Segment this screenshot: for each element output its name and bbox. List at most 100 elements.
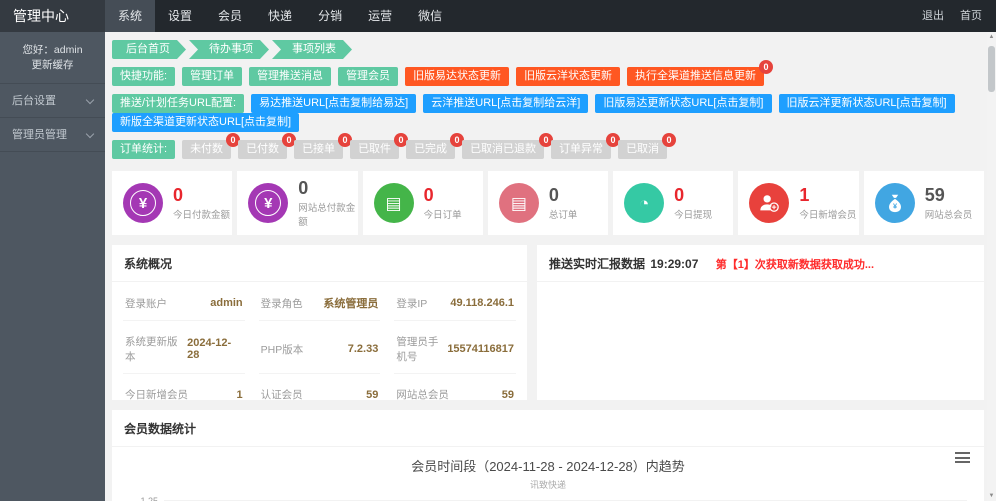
stat-card-text: 0 总订单: [549, 186, 578, 221]
action-button[interactable]: 执行全渠道推送信息更新 0: [627, 60, 774, 86]
system-cell-label: 登录账户: [125, 297, 167, 310]
system-cell: PHP版本 7.2.33: [258, 321, 381, 374]
yuan-circle-icon: ¥: [248, 183, 289, 223]
chevron-down-icon: [85, 95, 95, 105]
action-button[interactable]: 新版全渠道更新状态URL[点击复制]: [112, 113, 300, 132]
chart-title: 会员时间段（2024-11-28 - 2024-12-28）内趋势: [411, 459, 685, 474]
sidebar-item-管理员管理[interactable]: 管理员管理: [0, 118, 105, 152]
system-cell: 认证会员 59: [258, 374, 381, 412]
stat-card-text: 0 今日提现: [674, 186, 712, 221]
action-button[interactable]: 云洋推送URL[点击复制给云洋]: [423, 94, 589, 113]
header-right-links: 退出 首页: [906, 0, 996, 32]
system-cell-label: 今日新增会员: [125, 389, 188, 401]
count-badge: 0: [759, 60, 774, 74]
trend-chart-svg: 单位:人1.25-0.2511/2811/2911/3012/0112/0212…: [140, 496, 967, 501]
document-icon: ▤: [373, 183, 414, 223]
action-button[interactable]: 旧版易达更新状态URL[点击复制]: [595, 94, 772, 113]
chart-toolbox-icon[interactable]: [955, 452, 970, 466]
count-badge: 0: [226, 133, 241, 147]
stat-value: 1: [799, 184, 810, 205]
push-report-title: 推送实时汇报数据: [549, 257, 646, 271]
system-cell-value: admin: [210, 297, 243, 309]
system-cell: 今日新增会员 1: [123, 374, 245, 412]
nav-item-微信[interactable]: 微信: [418, 9, 443, 23]
top-header: 管理中心 系统 设置 会员 快递 分销 运营 微信 退出 首页: [0, 0, 996, 32]
count-badge: 0: [450, 133, 465, 147]
row-label-chip: 快捷功能:: [112, 67, 176, 86]
action-button[interactable]: 已接单 0: [294, 133, 353, 159]
pie-chart-icon: ◔: [624, 183, 665, 223]
quick-action-rows: 快捷功能: 管理订单 管理推送消息 管理会员 旧版易达状态更新 旧版云洋状态更新 执行全渠道…: [112, 60, 984, 159]
count-badge: 0: [539, 133, 554, 147]
action-button[interactable]: 管理会员: [338, 67, 399, 86]
system-cell: 管理员手机号 15574116817: [394, 321, 516, 374]
stat-value: 59: [924, 184, 945, 205]
action-button[interactable]: 已取消 0: [618, 133, 677, 159]
push-report-header: 推送实时汇报数据 19:29:07 第【1】次获取新数据获取成功...: [537, 245, 984, 282]
nav-item-会员[interactable]: 会员: [218, 9, 243, 23]
action-button[interactable]: 旧版云洋状态更新: [516, 67, 621, 86]
nav-item-分销[interactable]: 分销: [318, 9, 343, 23]
stat-card-text: 0 今日付款金额: [173, 186, 230, 221]
action-button[interactable]: 易达推送URL[点击复制给易达]: [251, 94, 417, 113]
row-label-chip: 订单统计:: [112, 140, 176, 159]
push-report-message: 第【1】次获取新数据获取成功...: [715, 259, 875, 271]
system-cell-value: 49.118.246.1: [450, 297, 514, 309]
action-button[interactable]: 已完成 0: [406, 133, 465, 159]
stat-value: 0: [173, 184, 184, 205]
stat-label: 今日订单: [423, 209, 462, 221]
system-cell: 系统更新版本 2024-12-28: [123, 321, 245, 374]
count-badge: 0: [662, 133, 677, 147]
stat-cards-row: ¥0 今日付款金额 ¥0 网站总付款金额 ▤ 0 今日订单 ▤ 0 总订单 ◔ 0 今日提现 1 今日新增会…: [112, 171, 984, 235]
panels-row: 系统概况 登录账户 admin 登录角色 系统管理员 登录IP 49.118.246.1 系…: [112, 245, 984, 412]
top-nav: 系统 设置 会员 快递 分销 运营 微信: [105, 0, 455, 32]
breadcrumb-item[interactable]: 待办事项: [189, 40, 269, 59]
system-cell-label: PHP版本: [260, 343, 304, 356]
breadcrumb-item[interactable]: 后台首页: [112, 40, 186, 59]
action-button[interactable]: 管理订单: [182, 67, 243, 86]
document-icon: ▤: [498, 183, 539, 223]
system-cell-label: 管理员手机号: [396, 336, 439, 363]
nav-item-系统[interactable]: 系统: [105, 0, 156, 32]
push-report-panel: 推送实时汇报数据 19:29:07 第【1】次获取新数据获取成功...: [537, 245, 984, 400]
breadcrumb-item[interactable]: 事项列表: [272, 40, 352, 59]
sidebar: 您好：admin 更新缓存 后台设置 管理员管理: [0, 32, 105, 501]
page-scrollbar[interactable]: ▲ ▼: [987, 32, 996, 501]
stat-card: ▤ 0 今日订单: [362, 171, 483, 235]
nav-item-快递[interactable]: 快递: [268, 9, 293, 23]
system-cell: 登录角色 系统管理员: [258, 282, 381, 321]
nav-item-设置[interactable]: 设置: [168, 9, 193, 23]
action-button[interactable]: 已取件 0: [350, 133, 409, 159]
nav-item-运营[interactable]: 运营: [368, 9, 393, 23]
count-badge: 0: [282, 133, 297, 147]
stat-card: ¥0 今日付款金额: [112, 171, 233, 235]
sidebar-menu: 后台设置 管理员管理: [0, 84, 105, 152]
stat-card-text: 1 今日新增会员: [799, 186, 856, 221]
action-button[interactable]: 已付数 0: [238, 133, 297, 159]
stat-card: ¥59 网站总会员: [863, 171, 984, 235]
action-button[interactable]: 旧版云洋更新状态URL[点击复制]: [778, 94, 955, 113]
stat-card: ◔ 0 今日提现: [613, 171, 734, 235]
action-button[interactable]: 未付数 0: [182, 133, 241, 159]
chart-subtitle: 讯致快递: [529, 480, 566, 490]
quick-row-1: 推送/计划任务URL配置: 易达推送URL[点击复制给易达] 云洋推送URL[点击复…: [112, 94, 984, 132]
action-button[interactable]: 旧版易达状态更新: [405, 67, 510, 86]
member-stats-title: 会员数据统计: [112, 410, 984, 447]
scrollbar-thumb[interactable]: [988, 46, 995, 92]
system-cell-label: 登录IP: [396, 297, 428, 310]
header-link-首页[interactable]: 首页: [960, 10, 982, 22]
action-button[interactable]: 已取消已退款 0: [462, 133, 554, 159]
stat-value: 0: [548, 184, 559, 205]
count-badge: 0: [606, 133, 621, 147]
scrollbar-up-icon[interactable]: ▲: [988, 34, 995, 40]
system-cell-value: 59: [501, 388, 514, 401]
sidebar-item-后台设置[interactable]: 后台设置: [0, 84, 105, 118]
push-report-time: 19:29:07: [650, 257, 699, 271]
action-button[interactable]: 订单异常 0: [551, 133, 621, 159]
svg-text:¥: ¥: [893, 202, 898, 211]
refresh-cache-link[interactable]: 更新缓存: [31, 59, 74, 71]
system-overview-panel: 系统概况 登录账户 admin 登录角色 系统管理员 登录IP 49.118.246.1 系…: [112, 245, 527, 412]
scrollbar-down-icon[interactable]: ▼: [988, 493, 995, 499]
action-button[interactable]: 管理推送消息: [249, 67, 332, 86]
header-link-退出[interactable]: 退出: [922, 10, 944, 22]
